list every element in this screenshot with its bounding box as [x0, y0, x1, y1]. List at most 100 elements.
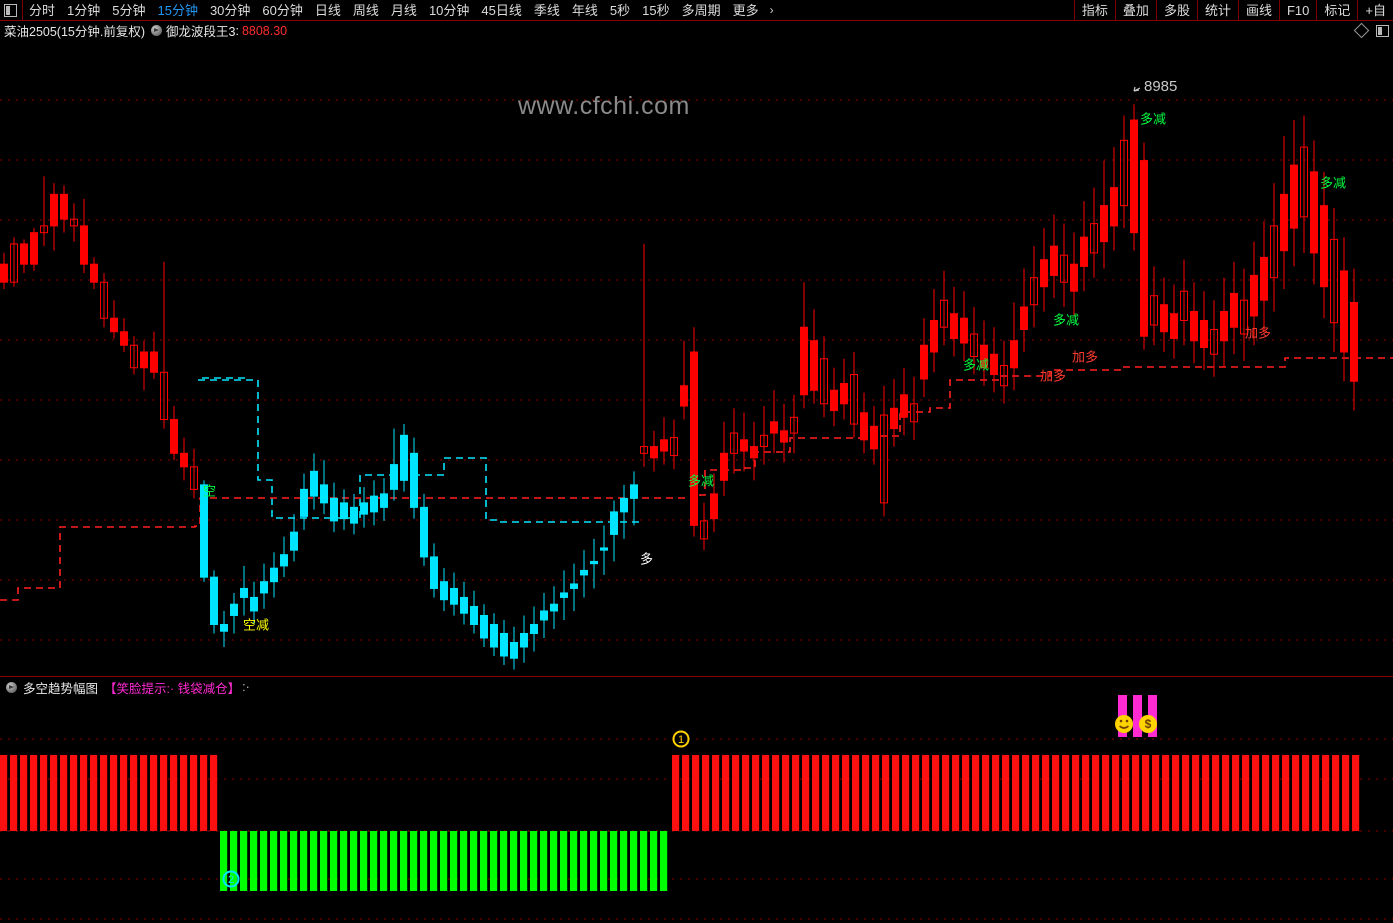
histogram-bar-up — [1222, 755, 1230, 831]
chevron-right-icon[interactable]: › — [769, 2, 774, 17]
period-tab-6[interactable]: 日线 — [314, 2, 341, 18]
histogram-bar-up — [1282, 755, 1290, 831]
window-restore-icon[interactable] — [1376, 24, 1389, 37]
candle — [580, 550, 588, 598]
period-tab-0[interactable]: 分时 — [29, 2, 56, 18]
histogram-bar-down — [520, 831, 528, 891]
period-tab-1[interactable]: 1分钟 — [67, 2, 101, 18]
candle-body — [690, 351, 698, 526]
candle — [930, 288, 938, 373]
period-tab-4[interactable]: 30分钟 — [209, 2, 251, 18]
period-tab-7[interactable]: 周线 — [352, 2, 379, 18]
histogram-bar-up — [802, 755, 810, 831]
candle-body — [600, 547, 608, 551]
watermark-text: www.cfchi.com — [518, 92, 690, 120]
candle — [80, 198, 88, 274]
candle-body — [1090, 223, 1098, 254]
candle-body — [80, 225, 88, 265]
candle-body — [1280, 193, 1288, 252]
candle — [1290, 120, 1298, 267]
diamond-icon[interactable] — [1353, 22, 1370, 39]
candle-body — [220, 623, 228, 632]
candle-body — [840, 383, 848, 405]
histogram-bar-down — [430, 831, 438, 891]
histogram-bar-up — [140, 755, 148, 831]
histogram-bar-up — [190, 755, 198, 831]
toolbar-button-statistics[interactable]: 统计 — [1196, 0, 1238, 21]
candle-body — [1050, 245, 1058, 276]
candle-body — [360, 502, 368, 515]
toolbar-button-multistock[interactable]: 多股 — [1155, 0, 1197, 21]
candle-body — [610, 511, 618, 535]
histogram-bar-up — [30, 755, 38, 831]
candle — [920, 318, 928, 398]
collapse-circle-icon[interactable] — [6, 681, 17, 693]
candle-body — [880, 414, 888, 504]
candle-body — [380, 493, 388, 508]
candle — [530, 606, 538, 652]
histogram-bar-up — [1332, 755, 1340, 831]
candle-body — [1120, 139, 1128, 207]
period-tab-14[interactable]: 15秒 — [642, 2, 670, 18]
toolbar-button-add-favorite[interactable]: +自 — [1357, 0, 1393, 21]
period-tab-13[interactable]: 5秒 — [609, 2, 631, 18]
candle-body — [670, 437, 678, 457]
histogram-bar-up — [972, 755, 980, 831]
candle-body — [260, 581, 268, 594]
period-tab-12[interactable]: 年线 — [571, 2, 598, 18]
indicator-separator: : — [235, 23, 239, 38]
histogram-bar-up — [130, 755, 138, 831]
candle — [980, 320, 988, 386]
toolbar-button-overlay[interactable]: 叠加 — [1114, 0, 1156, 21]
toolbar-button-drawline[interactable]: 画线 — [1237, 0, 1279, 21]
candle — [630, 471, 638, 526]
candle — [910, 376, 918, 440]
candle — [1150, 266, 1158, 346]
period-tab-16[interactable]: 更多 — [732, 2, 759, 18]
toolbar-button-mark[interactable]: 标记 — [1316, 0, 1357, 21]
candle-body — [200, 484, 208, 578]
histogram-bar-up — [812, 755, 820, 831]
trend-histogram-chart[interactable]: $1 2 — [0, 677, 1393, 923]
period-tab-9[interactable]: 10分钟 — [428, 2, 470, 18]
candle-body — [1110, 187, 1118, 227]
period-tab-11[interactable]: 季线 — [533, 2, 560, 18]
histogram-bar-down — [590, 831, 598, 891]
histogram-bar-up — [70, 755, 78, 831]
marker-circle-1[interactable]: 1 — [672, 730, 690, 748]
indicator-pane[interactable]: 多空趋势幅图 【笑脸提示:· 钱袋减仓】 :· $1 2 — [0, 676, 1393, 923]
period-tab-15[interactable]: 多周期 — [681, 2, 721, 18]
candle — [440, 568, 448, 611]
candle — [590, 538, 598, 589]
price-chart-pane[interactable]: www.cfchi.com 89858589空空减多多减多减加多多减加多多减加多… — [0, 40, 1393, 674]
histogram-bar-up — [1312, 755, 1320, 831]
candle — [220, 610, 228, 647]
toolbar-button-indicator[interactable]: 指标 — [1073, 0, 1115, 21]
candle — [1340, 237, 1348, 382]
period-tab-10[interactable]: 45日线 — [481, 2, 522, 18]
histogram-bar-up — [742, 755, 750, 831]
candle-body — [940, 299, 948, 328]
toolbar-button-f10[interactable]: F10 — [1278, 0, 1316, 21]
play-circle-icon[interactable] — [151, 25, 163, 36]
smiley-signal-group: $ — [1115, 695, 1157, 737]
candle-body — [430, 556, 438, 589]
money-bag-icon — [1139, 715, 1157, 733]
candle-body — [770, 421, 778, 434]
smiley-eye-right — [1125, 719, 1129, 723]
period-tab-8[interactable]: 月线 — [390, 2, 417, 18]
candlestick-chart[interactable]: 89858589空空减多多减多减加多多减加多多减加多多减 — [0, 40, 1393, 674]
period-tab-2[interactable]: 5分钟 — [112, 2, 146, 18]
candle — [420, 493, 428, 566]
candle-body — [480, 614, 488, 639]
histogram-bar-up — [1152, 755, 1160, 831]
candle — [510, 626, 518, 670]
candle — [870, 406, 878, 465]
period-tab-3[interactable]: 15分钟 — [157, 2, 198, 18]
candle-body — [1310, 171, 1318, 254]
candle-body — [1080, 236, 1088, 267]
period-tab-5[interactable]: 60分钟 — [262, 2, 303, 18]
candle — [770, 390, 778, 454]
window-icon[interactable] — [4, 3, 17, 17]
marker-circle-2[interactable]: 2 — [222, 870, 240, 888]
